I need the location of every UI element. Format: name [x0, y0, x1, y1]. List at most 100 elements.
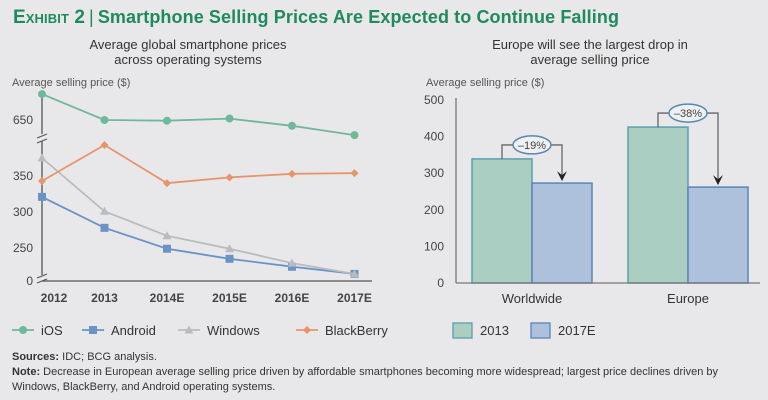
percent-change-badge — [512, 135, 552, 155]
data-point-ios — [163, 116, 171, 125]
line-android — [41, 196, 355, 275]
bar-europe-2013 — [627, 126, 689, 284]
bar-chart-x-tick-label: Worldwide — [502, 291, 562, 306]
line-chart-x-tick-label: 2016E — [275, 291, 310, 305]
sources-line: Sources: IDC; BCG analysis. — [12, 350, 762, 365]
line-series-blackberry — [38, 141, 359, 188]
change-annotation-worldwide: –19% — [501, 135, 567, 182]
percent-change-badge — [668, 103, 708, 123]
data-point-blackberry — [350, 169, 359, 178]
title-separator: | — [89, 7, 94, 27]
legend-label: 2013 — [480, 323, 509, 338]
line-chart-ylabel: Average selling price ($) — [12, 77, 130, 89]
bar-europe-2017e — [687, 186, 749, 284]
data-point-blackberry — [288, 169, 296, 178]
bar-chart-title-line-2: average selling price — [530, 52, 649, 67]
legend-label: 2017E — [558, 323, 596, 338]
line-chart-x-tick-label: 2017E — [337, 291, 372, 305]
data-point-windows — [225, 244, 234, 253]
line-ios — [41, 93, 355, 136]
data-point-blackberry — [100, 141, 109, 150]
line-series-windows — [37, 153, 359, 278]
legend-item-blackberry: BlackBerry — [296, 323, 388, 338]
data-point-android — [38, 192, 46, 201]
arrow-down-icon — [557, 171, 567, 182]
line-chart-title-line-2: across operating systems — [114, 52, 262, 67]
legend-label: Android — [111, 323, 156, 338]
note-line: Note: Decrease in European average selli… — [12, 365, 762, 395]
data-point-ios — [100, 116, 109, 124]
bar-group-worldwide — [471, 158, 593, 284]
line-series-ios — [38, 90, 359, 140]
exhibit-title: Exhibit 2 | Smartphone Selling Prices Are … — [13, 7, 619, 29]
legend-label: Windows — [207, 323, 260, 338]
data-point-ios — [225, 114, 234, 123]
data-point-android — [163, 244, 171, 253]
data-point-windows — [37, 153, 47, 162]
change-annotation-europe: –38% — [657, 103, 723, 186]
data-point-android — [100, 223, 109, 232]
line-chart-y-tick-label: 0 — [26, 274, 33, 288]
line-chart-x-tick-label: 2014E — [150, 291, 185, 305]
sources-label: Sources: — [12, 351, 60, 363]
data-point-ios — [350, 131, 359, 140]
bar-worldwide-2013 — [471, 158, 533, 284]
bar-chart-x-tick-label: Europe — [667, 291, 709, 306]
data-point-windows — [287, 258, 297, 267]
line-chart-x-tick-label: 2012 — [41, 291, 68, 305]
bar-chart-title-line-1: Europe will see the largest drop in — [492, 37, 688, 52]
data-point-windows — [100, 206, 109, 215]
sources-text: IDC; BCG analysis. — [59, 351, 157, 363]
data-point-blackberry — [225, 173, 234, 182]
data-point-blackberry — [163, 179, 171, 188]
note-text: Decrease in European average selling pri… — [12, 366, 719, 393]
line-chart-y-tick-label: 650 — [13, 113, 33, 127]
exhibit-label: Exhibit 2 — [13, 7, 86, 28]
legend-item-ios: iOS — [12, 323, 63, 338]
bar-chart-ylabel: Average selling price ($) — [426, 77, 544, 89]
legend-item-2017e: 2017E — [530, 322, 596, 339]
bar-group-europe — [627, 126, 749, 284]
legend-color-swatch — [530, 322, 551, 339]
legend-color-swatch — [452, 322, 473, 339]
line-chart-title-line-1: Average global smartphone prices — [89, 37, 287, 52]
bar-chart-y-tick-label: 300 — [424, 166, 444, 180]
data-point-android — [288, 262, 296, 271]
line-windows — [41, 157, 355, 275]
data-point-windows — [350, 269, 359, 278]
bar-chart-y-tick-label: 400 — [424, 130, 444, 144]
legend-marker-triangle-icon — [184, 325, 194, 334]
bar-worldwide-2017e — [531, 182, 593, 284]
legend-item-windows: Windows — [178, 323, 260, 338]
data-point-ios — [288, 121, 296, 130]
arrow-down-icon — [713, 175, 723, 186]
data-point-ios — [38, 90, 46, 99]
line-chart-y-tick-label: 350 — [13, 169, 33, 183]
data-point-blackberry — [38, 177, 46, 186]
exhibit-heading: Smartphone Selling Prices Are Expected t… — [97, 7, 620, 27]
data-point-windows — [162, 231, 172, 240]
footnotes: Sources: IDC; BCG analysis. Note: Decrea… — [12, 350, 762, 395]
axis-break-mark — [36, 273, 48, 279]
legend-marker-circle-icon — [19, 326, 27, 334]
legend-item-android: Android — [82, 323, 156, 338]
line-blackberry — [41, 143, 355, 185]
percent-change-label: –19% — [518, 140, 546, 152]
axis-break-mark — [36, 133, 48, 139]
line-chart-x-tick-label: 2013 — [91, 291, 118, 305]
legend-marker-square-icon — [89, 326, 97, 334]
note-label: Note: — [12, 366, 41, 378]
line-chart-y-tick-label: 250 — [13, 241, 33, 255]
legend-label: iOS — [41, 323, 63, 338]
legend-marker-diamond-icon — [303, 326, 311, 334]
legend-label: BlackBerry — [325, 323, 388, 338]
data-point-android — [225, 254, 234, 263]
line-chart-y-tick-label: 300 — [13, 205, 33, 219]
bar-chart-y-tick-label: 200 — [424, 203, 444, 217]
bar-chart-y-tick-label: 500 — [424, 93, 444, 107]
line-series-android — [38, 192, 359, 278]
line-chart-x-tick-label: 2015E — [212, 291, 247, 305]
percent-change-label: –38% — [674, 108, 702, 120]
bar-chart-y-tick-label: 0 — [437, 276, 444, 290]
legend-item-2013: 2013 — [452, 322, 509, 339]
